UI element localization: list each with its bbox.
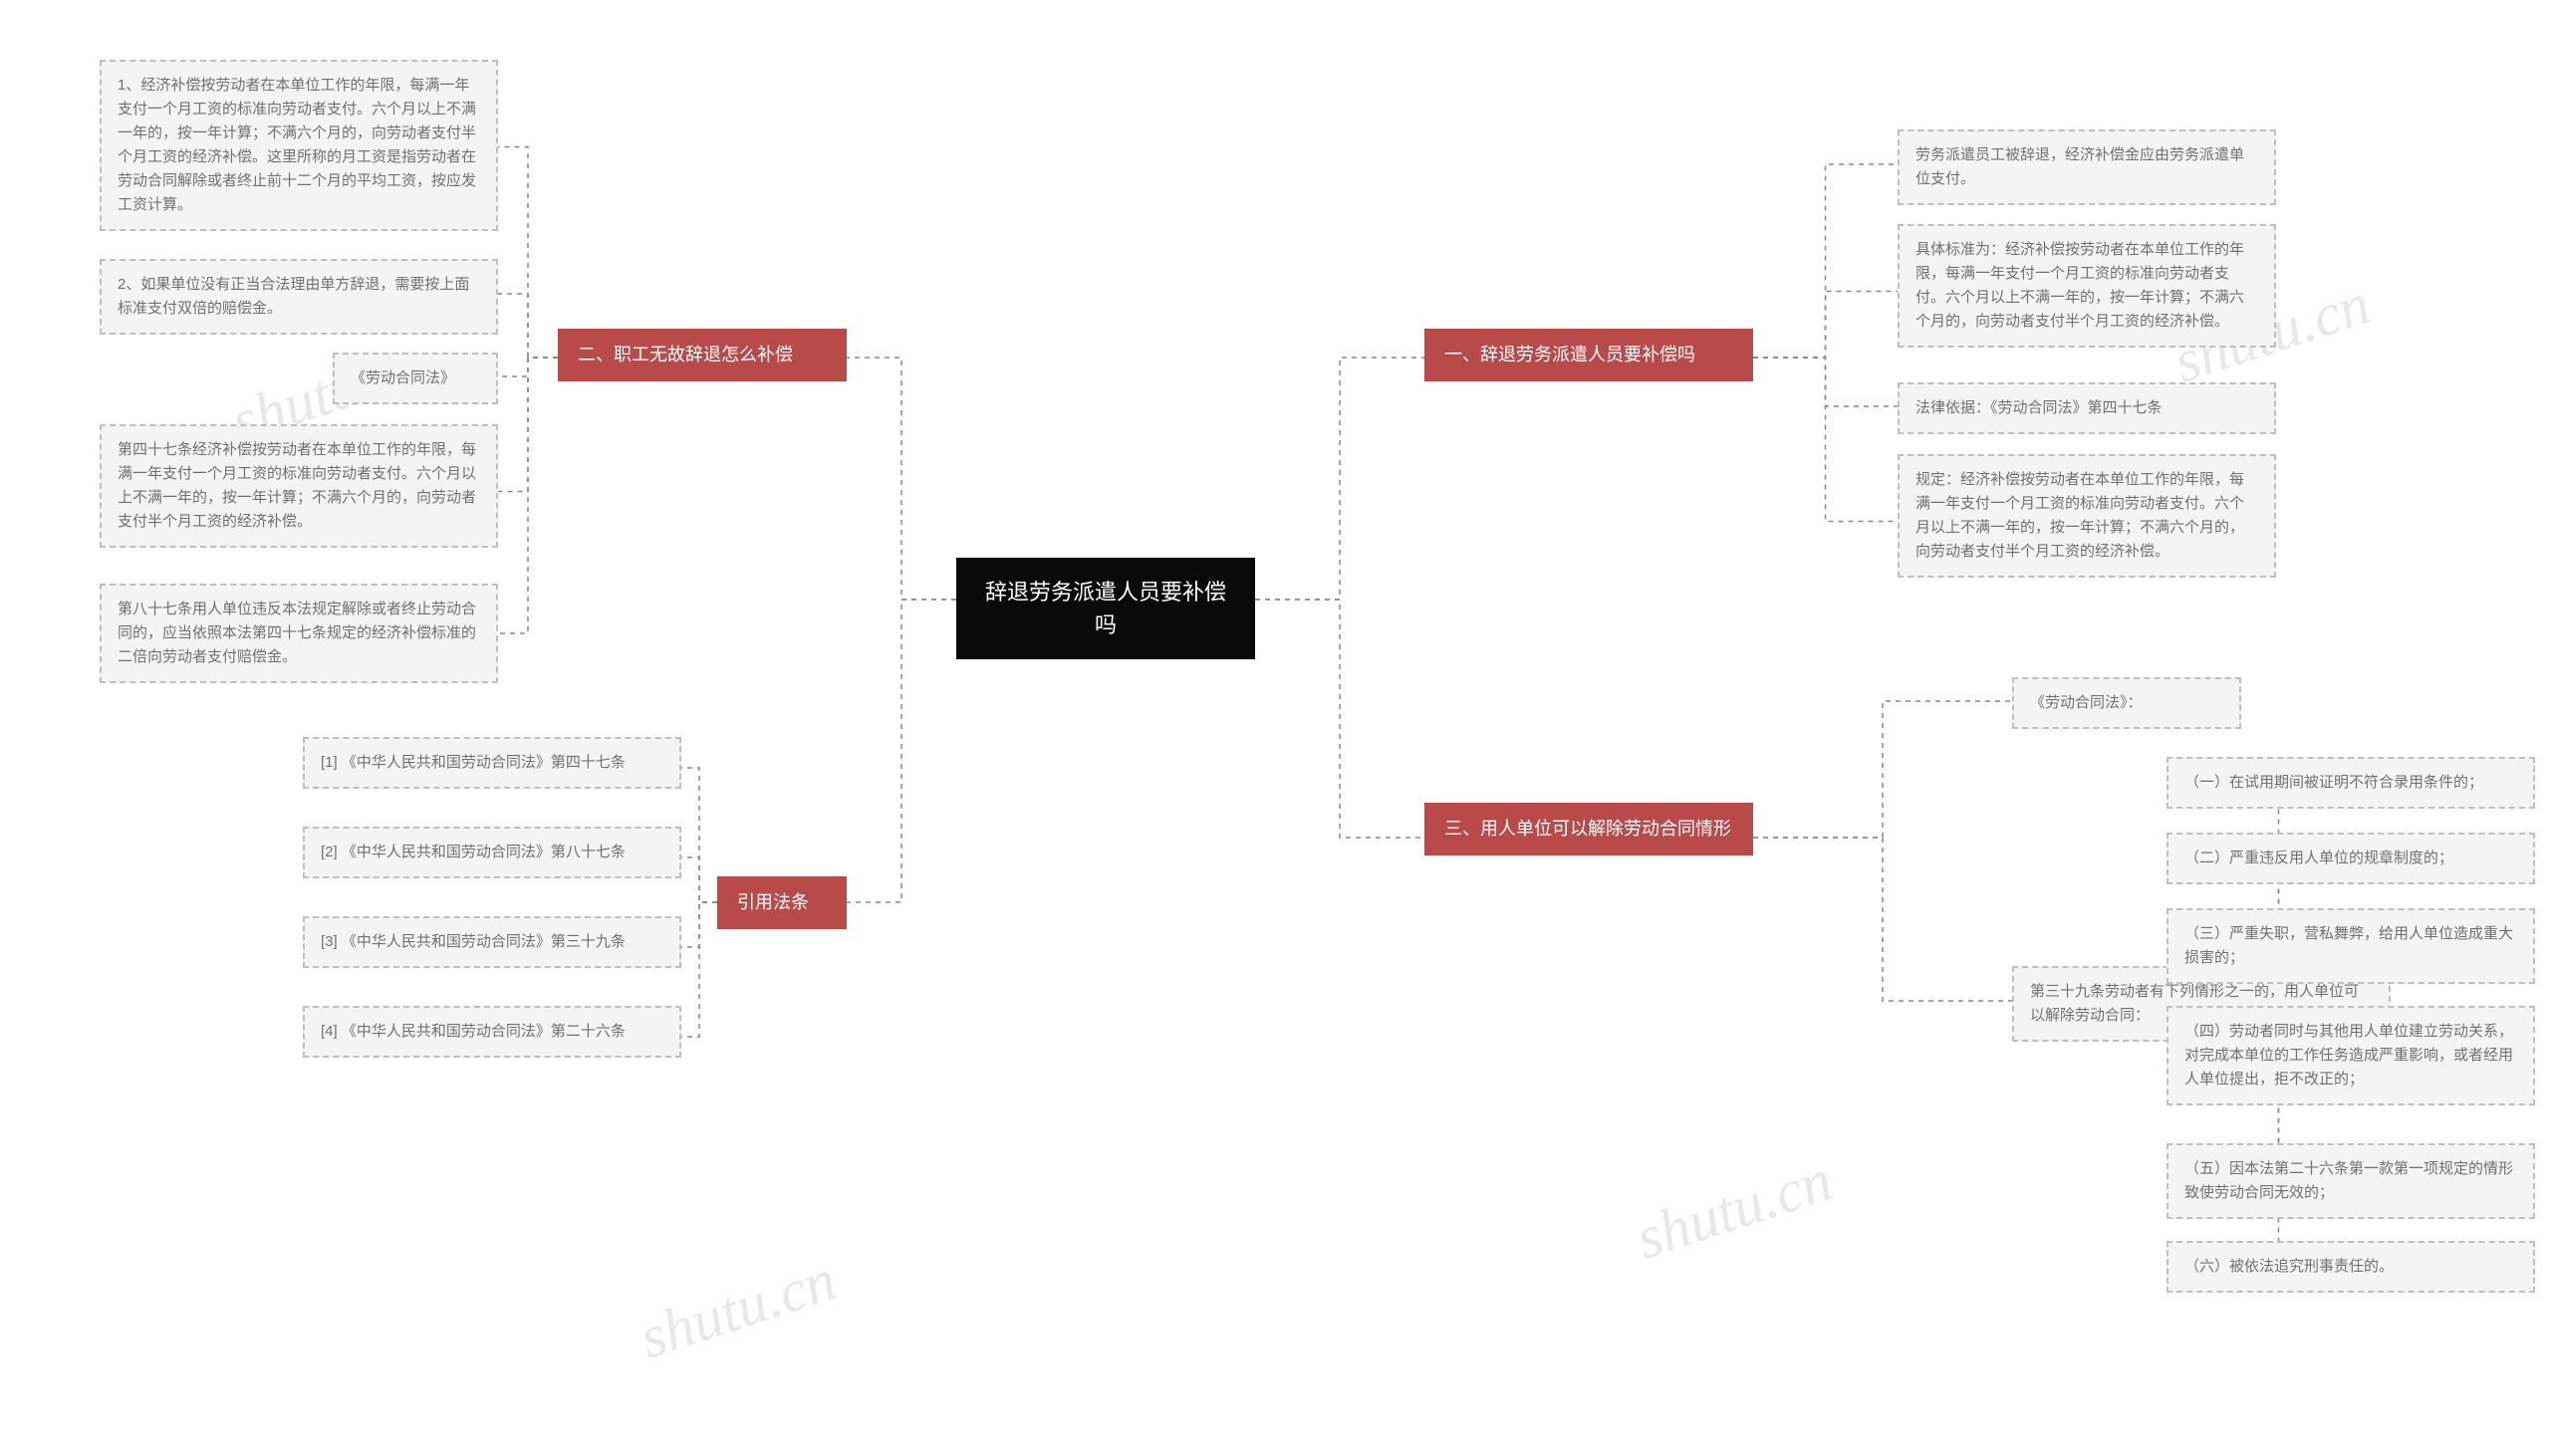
leaf-l2b: [2] 《中华人民共和国劳动合同法》第八十七条 (303, 827, 681, 878)
leaf-l1e: 第八十七条用人单位违反本法规定解除或者终止劳动合同的，应当依照本法第四十七条规定… (100, 584, 498, 683)
leaf-r2b1: （一）在试用期间被证明不符合录用条件的； (2167, 757, 2535, 809)
leaf-l2c: [3] 《中华人民共和国劳动合同法》第三十九条 (303, 916, 681, 968)
leaf-l1d: 第四十七条经济补偿按劳动者在本单位工作的年限，每满一年支付一个月工资的标准向劳动… (100, 424, 498, 548)
leaf-r2b6: （六）被依法追究刑事责任的。 (2167, 1241, 2535, 1293)
leaf-r2b4: （四）劳动者同时与其他用人单位建立劳动关系，对完成本单位的工作任务造成严重影响，… (2167, 1006, 2535, 1105)
leaf-r1b: 具体标准为：经济补偿按劳动者在本单位工作的年限，每满一年支付一个月工资的标准向劳… (1898, 224, 2276, 348)
watermark: shutu.cn (632, 1246, 844, 1373)
branch-left-1: 二、职工无故辞退怎么补偿 (558, 329, 847, 381)
leaf-r1c: 法律依据：《劳动合同法》第四十七条 (1898, 382, 2276, 434)
leaf-r1a: 劳务派遣员工被辞退，经济补偿金应由劳务派遣单位支付。 (1898, 129, 2276, 205)
branch-right-1: 一、辞退劳务派遣人员要补偿吗 (1424, 329, 1753, 381)
leaf-r2a: 《劳动合同法》： (2012, 677, 2241, 729)
leaf-l2a: [1] 《中华人民共和国劳动合同法》第四十七条 (303, 737, 681, 789)
leaf-l1a: 1、经济补偿按劳动者在本单位工作的年限，每满一年支付一个月工资的标准向劳动者支付… (100, 60, 498, 231)
leaf-l1c: 《劳动合同法》 (333, 353, 498, 404)
leaf-l1b: 2、如果单位没有正当合法理由单方辞退，需要按上面标准支付双倍的赔偿金。 (100, 259, 498, 335)
branch-right-2: 三、用人单位可以解除劳动合同情形 (1424, 803, 1753, 855)
leaf-r1d: 规定：经济补偿按劳动者在本单位工作的年限，每满一年支付一个月工资的标准向劳动者支… (1898, 454, 2276, 578)
center-node: 辞退劳务派遣人员要补偿吗 (956, 558, 1255, 659)
leaf-l2d: [4] 《中华人民共和国劳动合同法》第二十六条 (303, 1006, 681, 1058)
branch-left-2: 引用法条 (717, 876, 847, 929)
leaf-r2b2: （二）严重违反用人单位的规章制度的； (2167, 833, 2535, 884)
watermark: shutu.cn (1628, 1146, 1840, 1274)
leaf-r2b5: （五）因本法第二十六条第一款第一项规定的情形致使劳动合同无效的； (2167, 1143, 2535, 1219)
leaf-r2b3: （三）严重失职，营私舞弊，给用人单位造成重大损害的； (2167, 908, 2535, 984)
